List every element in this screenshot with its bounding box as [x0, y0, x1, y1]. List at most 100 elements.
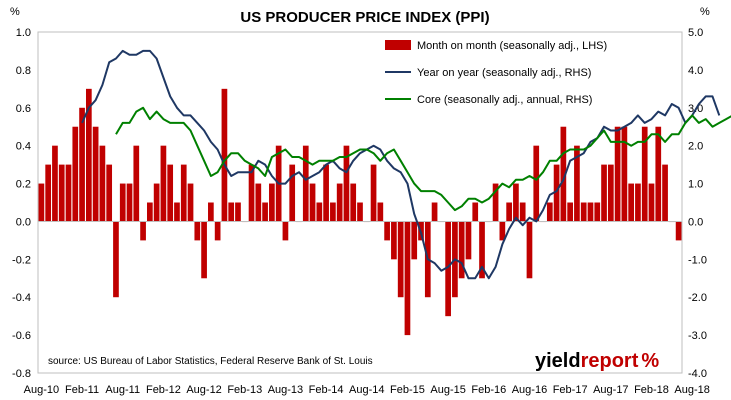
- mom-bar: [38, 183, 45, 222]
- x-tick-label: Feb-14: [309, 384, 344, 396]
- x-tick-label: Feb-17: [553, 384, 588, 396]
- mom-bar: [675, 221, 682, 241]
- mom-bar: [282, 221, 289, 241]
- mom-bar: [228, 202, 235, 222]
- left-tick-label: 0.0: [16, 216, 31, 228]
- mom-bar: [404, 221, 411, 336]
- mom-bar: [377, 202, 384, 222]
- legend-label: Core (seasonally adj., annual, RHS): [417, 94, 592, 106]
- mom-bar: [479, 221, 485, 279]
- mom-bar: [201, 221, 207, 279]
- mom-bar: [79, 107, 85, 222]
- core-line: [115, 106, 731, 212]
- mom-bar: [330, 202, 336, 222]
- left-axis: -0.8 -0.6 -0.4 -0.2 0.0 0.2 0.4 0.6 0.8 1.0: [12, 27, 31, 380]
- legend-swatch-mom: [385, 40, 411, 50]
- legend: Month on month (seasonally adj., LHS) Yea…: [385, 40, 607, 106]
- mom-bar: [255, 183, 262, 222]
- mom-bar: [648, 183, 655, 222]
- right-tick-label: 1.0: [688, 179, 703, 191]
- mom-bar: [85, 88, 92, 222]
- x-tick-label: Aug-12: [186, 384, 221, 396]
- right-tick-label: 4.0: [688, 65, 703, 77]
- x-tick-label: Aug-16: [512, 384, 547, 396]
- mom-bar: [621, 126, 628, 222]
- mom-bar: [370, 164, 377, 222]
- mom-bar: [248, 164, 255, 222]
- mom-bar: [45, 164, 52, 222]
- mom-bar: [499, 221, 506, 241]
- mom-bar: [336, 183, 343, 222]
- mom-bar: [641, 126, 648, 222]
- mom-bar: [391, 221, 397, 260]
- mom-bar: [72, 126, 79, 222]
- mom-bar: [546, 202, 553, 222]
- legend-label: Month on month (seasonally adj., LHS): [417, 40, 607, 52]
- logo-word-yield: yield: [535, 350, 581, 372]
- left-tick-label: -0.6: [12, 330, 31, 342]
- mom-bar: [65, 164, 72, 222]
- left-tick-label: 1.0: [16, 27, 31, 39]
- left-tick-label: 0.4: [16, 141, 31, 153]
- mom-bar: [357, 202, 363, 222]
- right-tick-label: -3.0: [688, 330, 707, 342]
- mom-bar: [492, 183, 499, 222]
- mom-bar: [384, 221, 390, 241]
- mom-bar: [553, 164, 560, 222]
- mom-bar: [465, 221, 472, 260]
- mom-bar: [113, 221, 119, 298]
- mom-bar: [99, 145, 106, 222]
- mom-bar: [147, 202, 153, 222]
- svg-text:yieldreport%: yieldreport%: [535, 350, 659, 372]
- mom-bar: [662, 164, 668, 222]
- mom-bar: [580, 202, 587, 222]
- chart-title: US PRODUCER PRICE INDEX (PPI): [240, 9, 489, 26]
- left-tick-label: -0.2: [12, 254, 31, 266]
- mom-bar: [214, 221, 221, 241]
- left-tick-label: -0.4: [12, 292, 31, 304]
- right-axis: -4.0-3.0-2.0-1.00.01.02.03.04.05.0: [688, 27, 707, 380]
- left-tick-label: 0.6: [16, 103, 31, 115]
- left-tick-label: 0.8: [16, 65, 31, 77]
- mom-bar: [628, 183, 635, 222]
- right-unit-label: %: [700, 6, 710, 18]
- mom-bar: [187, 183, 194, 222]
- plot-area-border: [37, 31, 683, 374]
- x-tick-label: Aug-15: [430, 384, 465, 396]
- x-tick-label: Aug-18: [674, 384, 709, 396]
- mom-bar: [235, 202, 241, 222]
- mom-bar: [519, 202, 526, 222]
- mom-bar: [221, 88, 228, 222]
- line-series: [81, 49, 731, 280]
- mom-bar: [52, 145, 58, 222]
- right-tick-label: -1.0: [688, 254, 707, 266]
- x-tick-label: Feb-11: [65, 384, 99, 396]
- x-tick-label: Feb-18: [634, 384, 669, 396]
- mom-bar: [160, 145, 167, 222]
- mom-bar: [289, 164, 296, 222]
- mom-bar: [431, 202, 438, 222]
- mom-bar: [506, 202, 512, 222]
- mom-bar: [607, 164, 614, 222]
- left-tick-label: -0.8: [12, 368, 31, 380]
- mom-bar: [180, 164, 187, 222]
- source-note: source: US Bureau of Labor Statistics, F…: [48, 356, 373, 367]
- mom-bar: [601, 164, 607, 222]
- mom-bar: [587, 202, 594, 222]
- mom-bar: [316, 202, 323, 222]
- mom-bar: [472, 202, 479, 222]
- x-tick-label: Aug-17: [593, 384, 628, 396]
- mom-bar: [594, 202, 601, 222]
- mom-bar: [153, 183, 160, 222]
- mom-bar: [567, 202, 573, 222]
- yoy-line: [81, 49, 721, 280]
- mom-bar: [526, 221, 533, 279]
- mom-bar: [140, 221, 146, 241]
- mom-bar: [343, 145, 350, 222]
- mom-bar: [560, 126, 567, 222]
- mom-bar: [167, 164, 174, 222]
- mom-bar: [119, 183, 126, 222]
- mom-bar: [533, 145, 540, 222]
